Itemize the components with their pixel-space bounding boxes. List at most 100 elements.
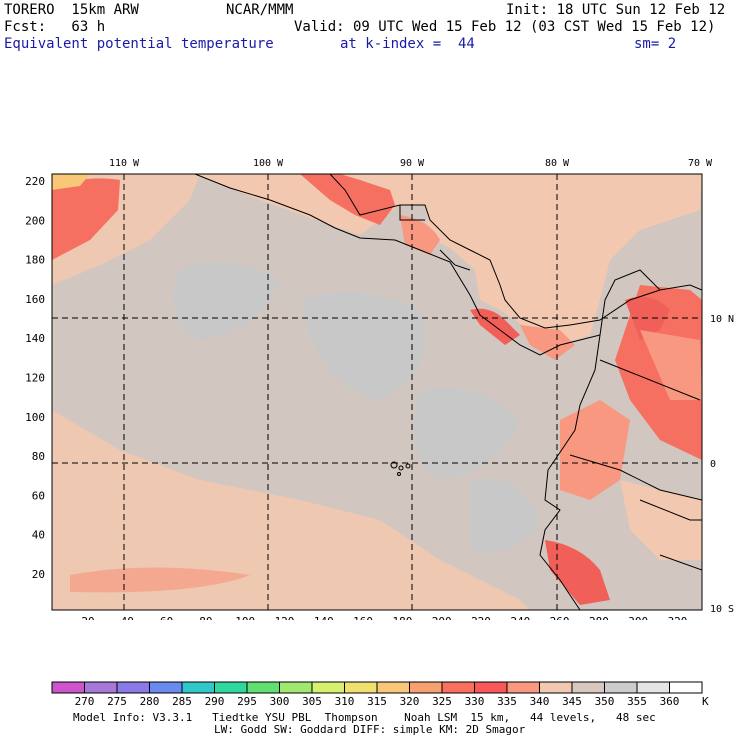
southern-warm-band (70, 567, 250, 593)
cool-patch-3 (413, 388, 520, 480)
x-grid-label: 120 (275, 615, 295, 620)
center-name: NCAR/MMM (226, 2, 294, 18)
x-grid-label: 320 (668, 615, 688, 620)
colorbar-label: 325 (432, 695, 452, 705)
y-grid-label: 60 (32, 489, 45, 502)
colorbar-label: 300 (270, 695, 290, 705)
level-index: at k-index = 44 (340, 36, 475, 52)
colorbar: 270 275 280 285 290 295 300 305 310 315 320 325 330 3… (51, 681, 709, 705)
y-grid-label: 180 (25, 254, 45, 267)
colombia-border (599, 359, 701, 401)
colorbar-swatch (539, 681, 573, 694)
model-physics: LW: Godd SW: Goddard DIFF: simple KM: 2D… (214, 723, 526, 736)
colorbar-label: 275 (107, 695, 127, 705)
central-america-land (195, 174, 702, 345)
peru-hot-region (545, 540, 610, 605)
colorbar-swatch (51, 681, 85, 694)
colorbar-label: 330 (465, 695, 485, 705)
southern-warm-belt (52, 410, 530, 610)
colorbar-swatch (181, 681, 215, 694)
x-grid-label: 280 (589, 615, 609, 620)
guatemala-warm-area (400, 215, 440, 255)
caribbean-coast (329, 174, 661, 329)
map-frame (51, 173, 703, 611)
honduras-border (439, 249, 471, 271)
northwest-peak (52, 174, 90, 190)
x-grid-label: 180 (392, 615, 412, 620)
colorbar-label: 340 (530, 695, 550, 705)
south-america-west-coast (539, 334, 601, 610)
y-grid-label: 220 (25, 175, 45, 188)
colorbar-unit: K (702, 695, 709, 705)
x-grid-label: 220 (471, 615, 491, 620)
y-grid-label: 100 (25, 411, 45, 424)
southern-edge-band (52, 595, 330, 610)
x-grid-label: 200 (432, 615, 452, 620)
colorbar-swatch (636, 681, 670, 694)
cool-patch-2 (300, 292, 425, 400)
x-grid-label: 300 (628, 615, 648, 620)
colorbar-swatch (214, 681, 248, 694)
x-grid-label: 160 (353, 615, 373, 620)
lat-label-10n: 10 N (710, 314, 734, 325)
lon-label-90w: 90 W (400, 158, 425, 169)
colorbar-label: 335 (497, 695, 517, 705)
colorbar-label: 355 (627, 695, 647, 705)
pacific-coast (194, 174, 702, 356)
colorbar-label: 295 (237, 695, 257, 705)
ecuador-warm-region (560, 400, 630, 500)
colorbar-label: 350 (595, 695, 615, 705)
colorbar-swatch (604, 681, 638, 694)
colorbar-swatch (376, 681, 410, 694)
colorbar-swatch (344, 681, 378, 694)
colorbar-label: 285 (172, 695, 192, 705)
init-time: Init: 18 UTC Sun 12 Feb 12 (506, 2, 726, 18)
theta-e-map: 110 W 100 W 90 W 80 W 70 W 10 N 0 10 S 2… (25, 158, 734, 620)
colorbar-label: 270 (75, 695, 95, 705)
colorbar-label: 320 (400, 695, 420, 705)
model-info: Model Info: V3.3.1 Tiedtke YSU PBL Thomp… (73, 711, 656, 724)
x-grid-label: 40 (121, 615, 134, 620)
colorbar-label: 360 (660, 695, 680, 705)
guatemala-border (399, 205, 425, 221)
colorbar-swatch (441, 681, 475, 694)
coastlines (194, 174, 702, 610)
panama-warm-area (520, 325, 575, 360)
field-title: Equivalent potential temperature (4, 36, 274, 52)
colorbar-label: 315 (367, 695, 387, 705)
colorbar-swatch (571, 681, 605, 694)
colorbar-label: 310 (335, 695, 355, 705)
y-grid-label: 160 (25, 293, 45, 306)
y-grid-label: 20 (32, 568, 45, 581)
colorbar-swatch (116, 681, 150, 694)
model-name: TORERO 15km ARW (4, 2, 139, 18)
northwest-hot-core (52, 178, 120, 260)
galapagos-island-3 (405, 463, 411, 469)
lat-label-equator: 0 (710, 459, 716, 470)
y-grid-label: 140 (25, 332, 45, 345)
x-grid-label: 100 (235, 615, 255, 620)
y-grid-label: 80 (32, 450, 45, 463)
y-grid-label: 40 (32, 529, 45, 542)
x-grid-label: 80 (199, 615, 212, 620)
colorbar-label: 345 (562, 695, 582, 705)
x-grid-label: 140 (314, 615, 334, 620)
venezuela-warm-region (640, 330, 702, 400)
colorbar-swatch (84, 681, 118, 694)
peru-border (639, 499, 702, 521)
y-grid-label: 200 (25, 214, 45, 227)
lon-label-100w: 100 W (253, 158, 284, 169)
graticule (52, 174, 702, 610)
x-grid-label: 20 (81, 615, 94, 620)
valid-time: Valid: 09 UTC Wed 15 Feb 12 (03 CST Wed … (294, 19, 716, 35)
lon-label-110w: 110 W (109, 158, 140, 169)
lon-label-80w: 80 W (545, 158, 570, 169)
bolivia-border (659, 554, 702, 571)
galapagos-island-4 (397, 472, 401, 476)
y-grid-label: 120 (25, 372, 45, 385)
cool-patch-4 (470, 478, 540, 552)
cool-patch-1 (173, 262, 280, 340)
colorbar-swatch (311, 681, 345, 694)
colorbar-swatch (506, 681, 540, 694)
forecast-hour: Fcst: 63 h (4, 19, 106, 35)
